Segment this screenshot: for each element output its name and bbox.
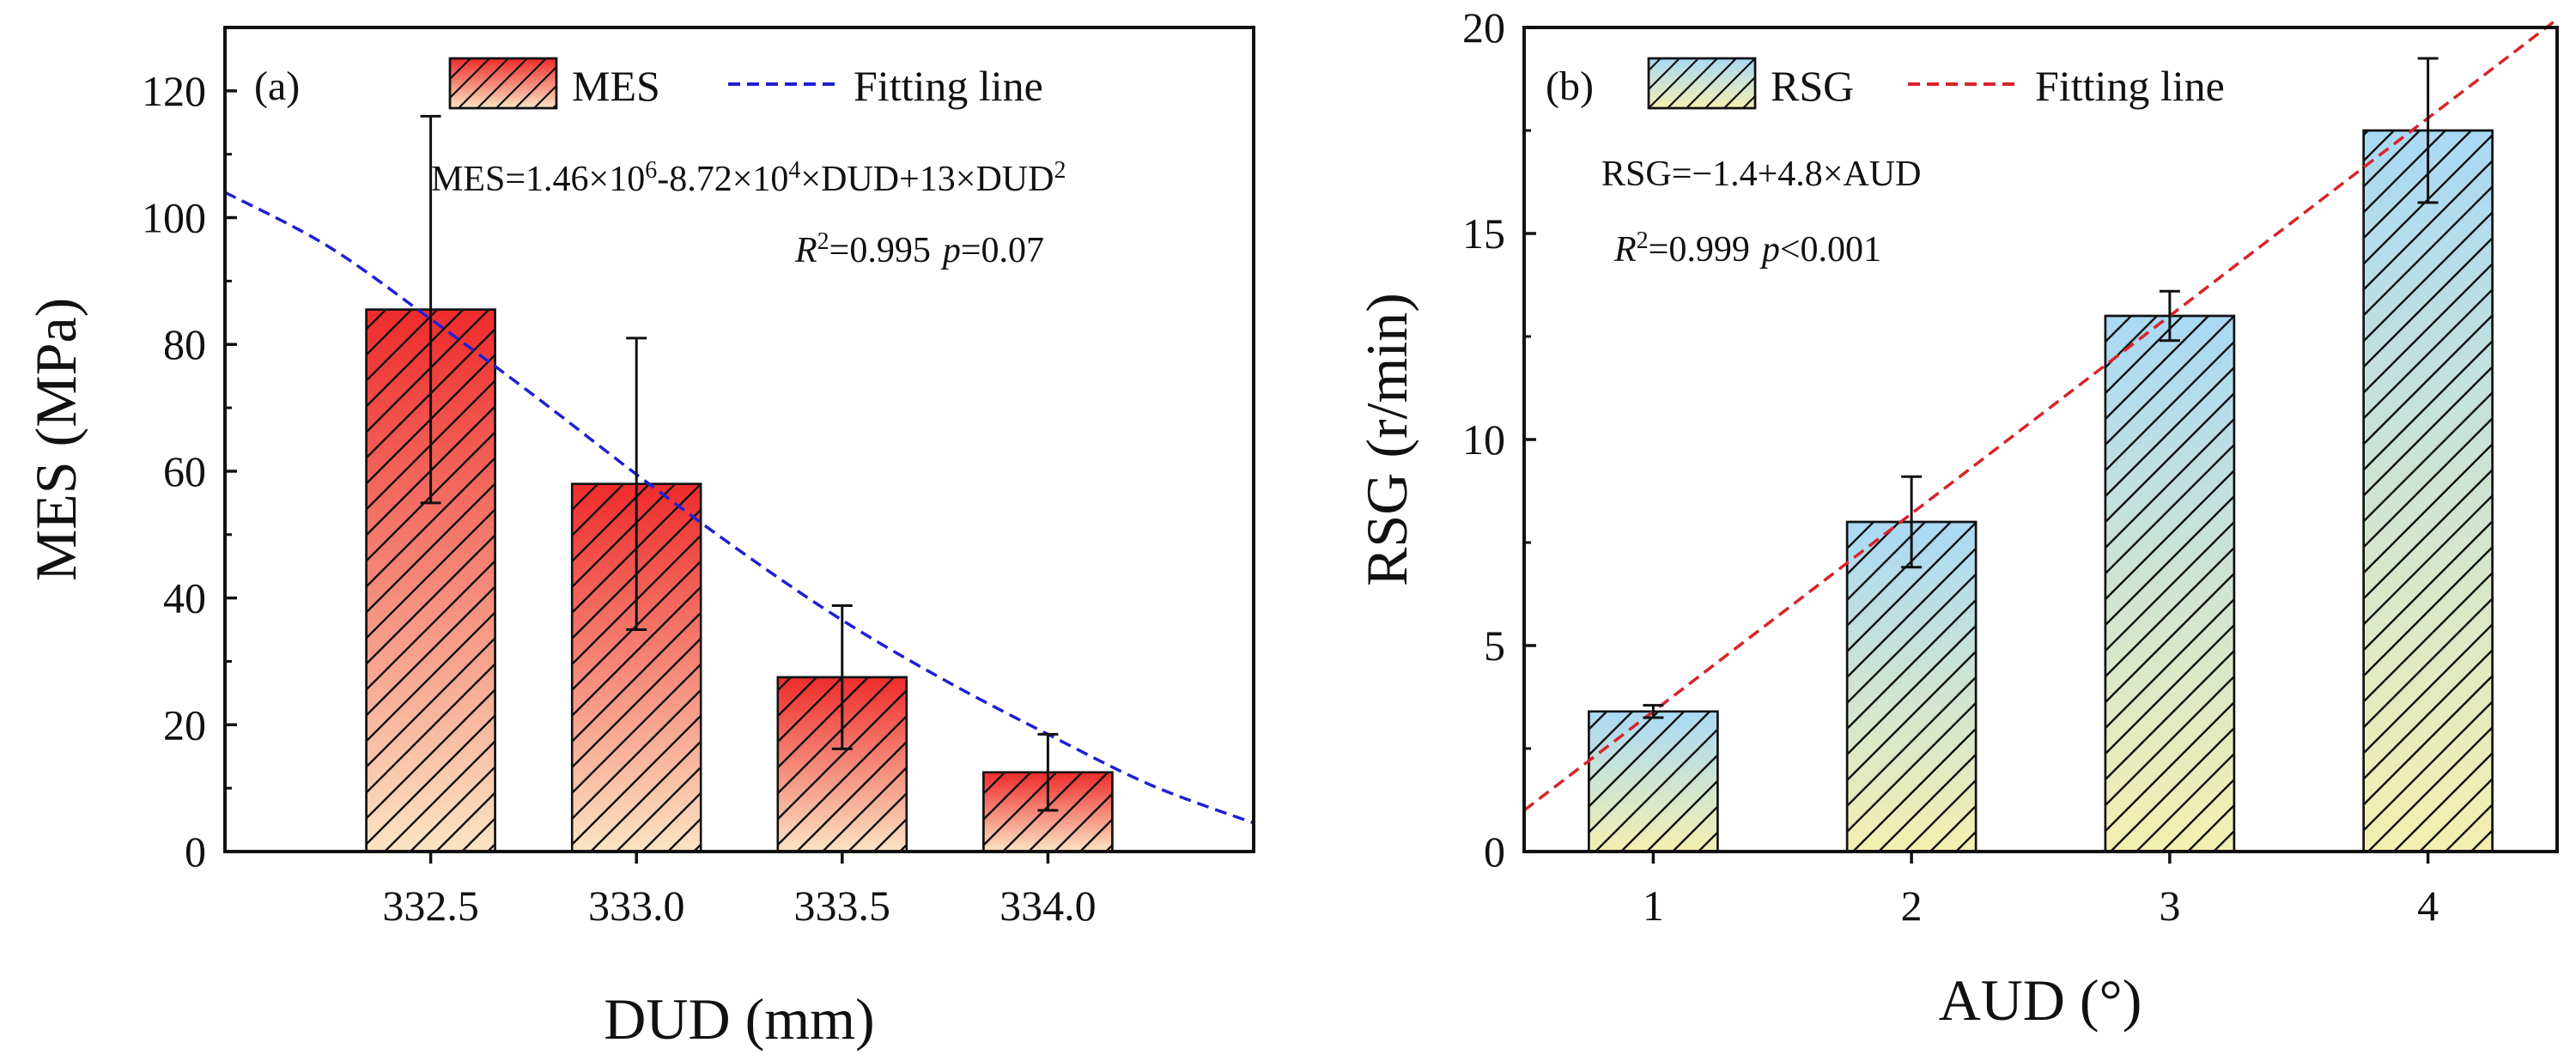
panel-b-equation: RSG=−1.4+4.8×AUD bbox=[1601, 155, 1921, 194]
y-tick-label: 120 bbox=[142, 67, 206, 115]
panel-b-y-axis-title: RSG (r/min) bbox=[1354, 293, 1419, 586]
y-tick-label: 15 bbox=[1462, 209, 1505, 258]
y-tick-label: 0 bbox=[185, 828, 206, 876]
x-tick-label: 332.5 bbox=[382, 882, 479, 930]
rsg-bar-hatch bbox=[1845, 520, 1978, 853]
legend-fit-label: Fitting line bbox=[854, 62, 1043, 110]
panel-a-plot-frame bbox=[223, 26, 1255, 853]
panel-b-x-axis-title: AUD (°) bbox=[1939, 967, 2142, 1033]
x-tick-label: 333.0 bbox=[588, 882, 685, 930]
x-tick-label: 1 bbox=[1643, 882, 1664, 930]
panel-a-y-axis-title: MES (MPa) bbox=[23, 298, 88, 582]
panel-b-stats: R2=0.999 p<0.001 bbox=[1613, 227, 1881, 270]
panel-a-x-ticks: 332.5 333.0 333.5 334.0 bbox=[382, 852, 1097, 930]
y-tick-label: 100 bbox=[142, 194, 206, 242]
panel-a-bars bbox=[365, 308, 1114, 853]
panel-b-x-ticks: 1 2 3 4 bbox=[1643, 852, 2439, 930]
y-tick-label: 40 bbox=[163, 574, 206, 622]
legend-mes-label: MES bbox=[572, 62, 660, 110]
x-tick-label: 4 bbox=[2417, 882, 2439, 930]
panel-b-bars bbox=[1588, 129, 2494, 853]
rsg-bar-hatch bbox=[1588, 710, 1719, 853]
rsg-error-bar bbox=[1643, 704, 1664, 719]
panel-b: 0 5 10 15 20 1 2 3 4 (b) RSG Fitting line RSG=−… bbox=[1354, 3, 2559, 1033]
y-tick-label: 10 bbox=[1462, 415, 1505, 464]
panel-a-stats: R2=0.995 p=0.07 bbox=[794, 228, 1044, 271]
panel-a: 0 20 40 60 80 100 120 332.5 333.0 333.5 334.0 (a)… bbox=[23, 26, 1255, 1052]
legend-fit-label: Fitting line bbox=[2035, 62, 2225, 110]
y-tick-label: 5 bbox=[1484, 621, 1505, 670]
panel-a-x-axis-title: DUD (mm) bbox=[604, 986, 874, 1052]
panel-b-error-bars bbox=[1643, 57, 2439, 719]
rsg-bar-hatch bbox=[2104, 314, 2236, 853]
legend-rsg-swatch-hatch bbox=[1647, 57, 1757, 110]
y-tick-label: 0 bbox=[1484, 828, 1505, 876]
mes-error-bar bbox=[831, 603, 853, 750]
mes-error-bar bbox=[626, 336, 647, 632]
panel-a-error-bars bbox=[420, 114, 1059, 812]
y-tick-label: 80 bbox=[163, 320, 206, 368]
panel-b-y-ticks: 0 5 10 15 20 bbox=[1462, 3, 1536, 876]
y-tick-label: 20 bbox=[1462, 3, 1505, 52]
panel-a-legend: MES Fitting line bbox=[448, 57, 1043, 110]
rsg-fit-line bbox=[1522, 18, 2559, 812]
x-tick-label: 2 bbox=[1901, 882, 1923, 930]
mes-error-bar bbox=[420, 114, 441, 505]
x-tick-label: 334.0 bbox=[999, 882, 1097, 930]
panel-b-legend: RSG Fitting line bbox=[1647, 57, 2225, 110]
panel-a-equation: MES=1.46×106-8.72×104×DUD+13×DUD2 bbox=[431, 157, 1066, 200]
panel-a-y-ticks: 0 20 40 60 80 100 120 bbox=[142, 67, 237, 876]
legend-mes-swatch-hatch bbox=[448, 57, 558, 110]
rsg-error-bar bbox=[2417, 57, 2439, 204]
x-tick-label: 3 bbox=[2159, 882, 2180, 930]
rsg-bar-hatch bbox=[2362, 129, 2494, 853]
rsg-error-bar bbox=[2159, 289, 2180, 343]
panel-b-fit-line bbox=[1522, 18, 2559, 812]
y-tick-label: 20 bbox=[163, 700, 206, 749]
rsg-error-bar bbox=[1901, 475, 1923, 569]
x-tick-label: 333.5 bbox=[794, 882, 891, 930]
panel-b-label: (b) bbox=[1546, 64, 1594, 109]
y-tick-label: 60 bbox=[163, 447, 206, 495]
panel-a-label: (a) bbox=[254, 64, 300, 109]
mes-error-bar bbox=[1037, 732, 1059, 812]
legend-rsg-label: RSG bbox=[1771, 62, 1854, 110]
